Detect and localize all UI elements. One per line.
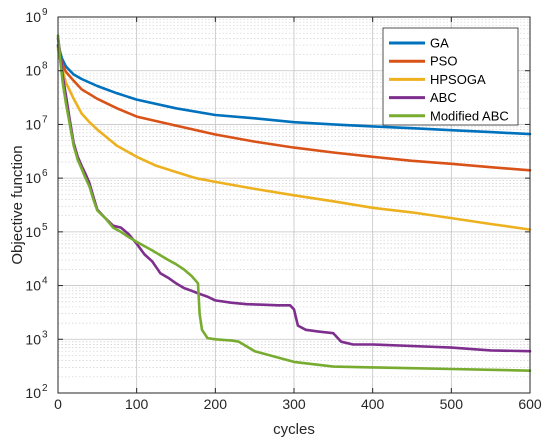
x-tick-label: 500 [440, 396, 464, 412]
y-tick-exponent: 7 [42, 114, 48, 125]
y-tick-label: 10 [25, 224, 41, 240]
x-tick-labels: 0 100 200 300 400 500 600 [54, 396, 542, 412]
axis-ticks [57, 16, 531, 394]
legend-label-3: ABC [430, 90, 457, 105]
x-tick-label: 0 [54, 396, 62, 412]
y-tick-exponent: 9 [42, 7, 48, 18]
y-tick-label: 10 [25, 63, 41, 79]
legend-label-0: GA [430, 36, 449, 51]
legend-label-4: Modified ABC [430, 108, 509, 123]
series-line-2 [56, 47, 532, 231]
y-axis-label: Objective function [9, 145, 26, 264]
x-tick-label: 600 [518, 396, 542, 412]
y-tick-exponent: 4 [42, 276, 48, 287]
y-tick-label: 10 [25, 116, 41, 132]
x-axis-label: cycles [273, 421, 315, 438]
x-tick-label: 300 [282, 396, 306, 412]
legend-label-2: HPSOGA [430, 72, 486, 87]
series-line-0 [56, 43, 532, 136]
y-tick-label: 10 [25, 9, 41, 25]
legend: GA PSO HPSOGA ABC Modified ABC [382, 27, 519, 126]
y-tick-exponent: 5 [42, 222, 48, 233]
y-tick-label: 10 [25, 385, 41, 401]
y-tick-exponent: 8 [42, 61, 48, 72]
y-tick-exponent: 2 [42, 383, 48, 394]
legend-label-1: PSO [430, 54, 457, 69]
series-line-4 [56, 34, 532, 373]
x-tick-label: 200 [204, 396, 228, 412]
x-tick-label: 400 [361, 396, 385, 412]
x-tick-label: 100 [125, 396, 149, 412]
series-line-1 [56, 45, 532, 172]
y-tick-label: 10 [25, 331, 41, 347]
y-tick-exponent: 6 [42, 168, 48, 179]
y-tick-label: 10 [25, 278, 41, 294]
y-tick-exponent: 3 [42, 329, 48, 340]
y-tick-label: 10 [25, 170, 41, 186]
series-lines [56, 34, 532, 373]
